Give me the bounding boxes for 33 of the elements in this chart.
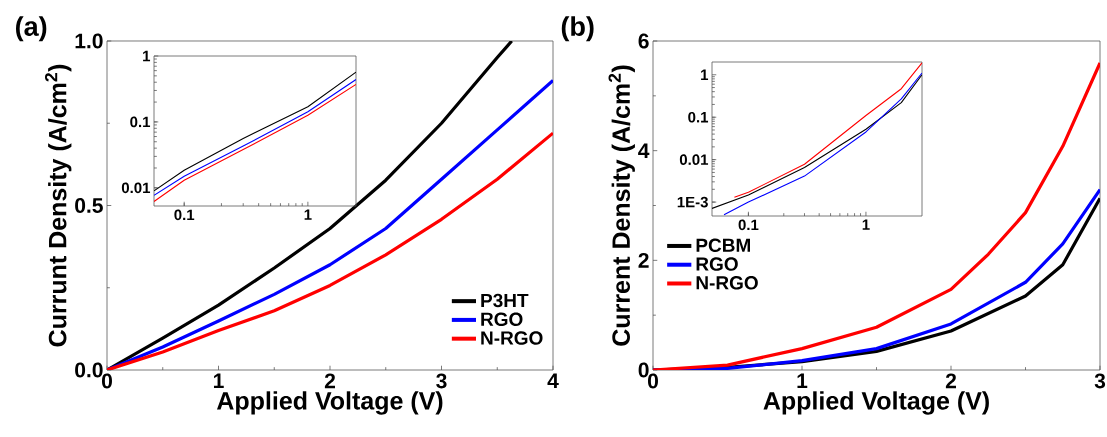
x-axis-title: Applied Voltage (V): [763, 391, 989, 415]
y-tick-label: 0.1: [688, 111, 709, 123]
legend-label: N-RGO: [696, 276, 758, 290]
y-tick-label: 1: [701, 69, 709, 80]
x-tick-label: 2: [324, 373, 335, 389]
legend-label: N-RGO: [481, 331, 543, 345]
legend-label: PCBM: [696, 238, 750, 253]
x-tick-label: 4: [547, 373, 559, 388]
legend-label: RGO: [696, 257, 738, 271]
chart-title: (a): [16, 16, 47, 42]
y-tick-label: 1.0: [75, 33, 103, 49]
chart-title: (b): [561, 16, 594, 42]
x-tick-label: 2: [945, 373, 957, 389]
y-tick-label: 1: [143, 50, 151, 62]
x-axis-title: Applied Voltage (V): [216, 391, 443, 415]
y-tick-label: 0.1: [130, 116, 151, 128]
y-axis-title: Currunt Density (A/cm$^{2}$): [44, 64, 72, 347]
y-tick-label: 4: [638, 143, 650, 158]
y-tick-label: 0.5: [75, 198, 103, 213]
y-axis-title: Current Density (A/cm$^{2}$): [608, 65, 635, 346]
y-tick-label: 0.01: [679, 154, 709, 165]
x-tick-label: 1: [797, 373, 808, 388]
y-tick-label: 0: [638, 362, 649, 378]
legend-label: P3HT: [481, 293, 529, 308]
x-tick-label: 1: [213, 373, 224, 388]
y-tick-label: 2: [638, 253, 649, 268]
y-tick-label: 0.0: [75, 362, 103, 378]
y-tick-label: 1E-3: [677, 196, 708, 208]
y-tick-label: 0.01: [121, 182, 151, 194]
x-tick-label: 3: [436, 373, 447, 389]
y-tick-label: 6: [638, 33, 649, 49]
x-tick-label: 3: [1094, 373, 1106, 389]
legend-label: RGO: [481, 312, 523, 326]
